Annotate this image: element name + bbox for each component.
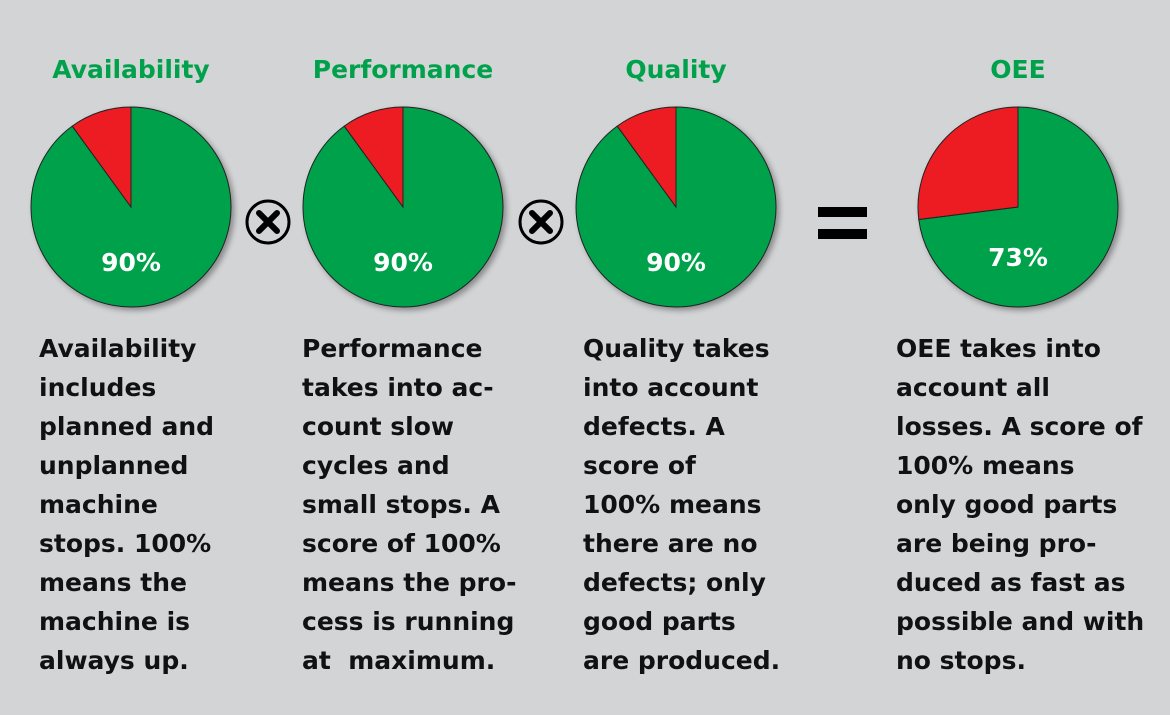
- description-line: there are no: [583, 529, 758, 558]
- description-line: OEE takes into: [896, 334, 1101, 363]
- description-line: stops. 100%: [39, 529, 212, 558]
- performance-pie: 90%: [302, 106, 504, 308]
- description-line: account all: [896, 373, 1050, 402]
- description-line: always up.: [39, 646, 189, 675]
- performance-description: Performance takes into ac-count slow cycle…: [302, 329, 516, 680]
- pie-value-label: 90%: [373, 248, 433, 277]
- description-line: possible and with: [896, 607, 1145, 636]
- circled-times-icon: [245, 199, 291, 245]
- pie-slice-loss: [917, 106, 1019, 221]
- quality-title: Quality: [625, 55, 727, 84]
- description-line: at maximum.: [302, 646, 496, 675]
- description-line: losses. A score of: [896, 412, 1143, 441]
- description-line: 100% means: [896, 451, 1075, 480]
- quality-description: Quality takes into account defects. A score…: [583, 329, 780, 680]
- description-line: planned and: [39, 412, 215, 441]
- description-line: Performance: [302, 334, 483, 363]
- quality-pie: 90%: [575, 106, 777, 308]
- pie-slice-loss: [71, 106, 132, 209]
- description-line: includes: [39, 373, 157, 402]
- description-line: no stops.: [896, 646, 1026, 675]
- performance-title: Performance: [312, 55, 494, 84]
- equals-icon: [818, 207, 867, 239]
- description-line: into account: [583, 373, 759, 402]
- description-line: defects. A: [583, 412, 725, 441]
- pie-value-label: 73%: [988, 243, 1048, 272]
- description-line: defects; only: [583, 568, 766, 597]
- oee-description: OEE takes into account all losses. A score…: [896, 329, 1144, 680]
- description-line: count slow: [302, 412, 454, 441]
- description-line: cess is running: [302, 607, 515, 636]
- description-line: machine is: [39, 607, 191, 636]
- description-line: score of 100%: [302, 529, 501, 558]
- description-line: machine: [39, 490, 158, 519]
- description-line: good parts: [583, 607, 736, 636]
- description-line: means the: [39, 568, 187, 597]
- description-line: are being pro-: [896, 529, 1097, 558]
- pie-value-label: 90%: [646, 248, 706, 277]
- description-line: 100% means: [583, 490, 762, 519]
- oee-pie: 73%: [917, 106, 1119, 308]
- description-line: duced as fast as: [896, 568, 1126, 597]
- description-line: Availability: [39, 334, 197, 363]
- availability-pie: 90%: [30, 106, 232, 308]
- pie-slice-loss: [616, 106, 677, 209]
- oee-title: OEE: [990, 55, 1046, 84]
- pie-value-label: 90%: [101, 248, 161, 277]
- description-line: only good parts: [896, 490, 1118, 519]
- description-line: takes into ac-: [302, 373, 494, 402]
- pie-slice-loss: [343, 106, 404, 209]
- description-line: unplanned: [39, 451, 189, 480]
- circled-times-icon: [518, 199, 564, 245]
- availability-description: Availability includes planned and unplanned…: [39, 329, 214, 680]
- description-line: small stops. A: [302, 490, 500, 519]
- description-line: score of: [583, 451, 696, 480]
- description-line: are produced.: [583, 646, 781, 675]
- description-line: means the pro-: [302, 568, 517, 597]
- description-line: cycles and: [302, 451, 450, 480]
- availability-title: Availability: [52, 55, 210, 84]
- description-line: Quality takes: [583, 334, 770, 363]
